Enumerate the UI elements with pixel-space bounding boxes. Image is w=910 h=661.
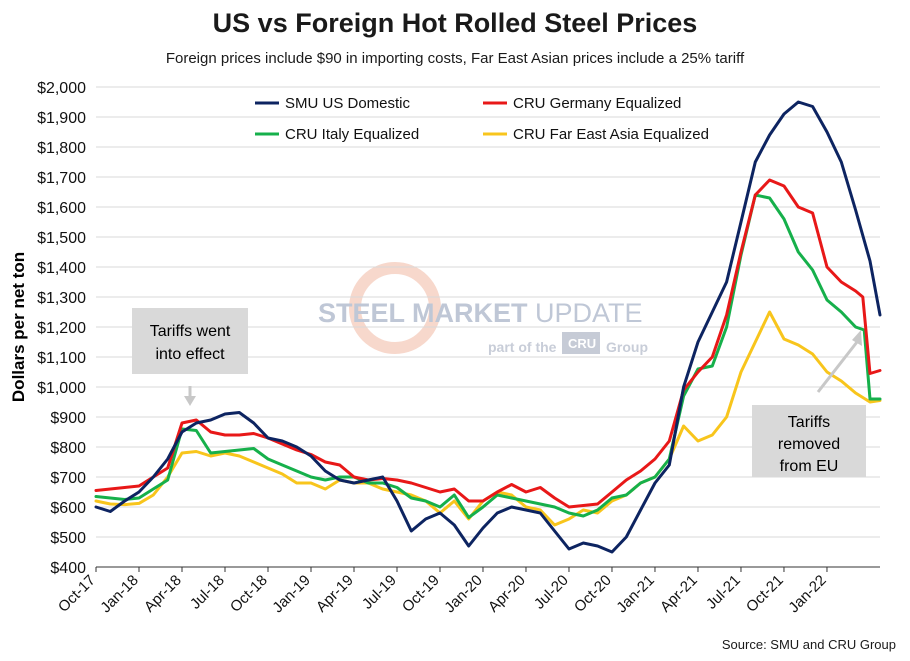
watermark-badge-text: CRU [568, 336, 596, 351]
x-tick-label: Oct-21 [743, 572, 787, 616]
legend-label: CRU Italy Equalized [285, 126, 419, 143]
x-tick-label: Apr-18 [141, 572, 185, 616]
series-line [94, 178, 882, 509]
x-tick-label: Jan-21 [613, 572, 657, 616]
y-tick-label: $1,700 [37, 170, 86, 187]
y-tick-label: $1,100 [37, 350, 86, 367]
annotation-line: Tariffs went [150, 323, 231, 340]
x-tick-label: Jan-20 [441, 572, 485, 616]
series-lines [94, 100, 882, 554]
y-tick-label: $1,000 [37, 380, 86, 397]
y-tick-label: $2,000 [37, 80, 86, 97]
chart-subtitle: Foreign prices include $90 in importing … [165, 50, 745, 67]
annotation-line: Tariffs [788, 414, 830, 431]
y-axis-label: Dollars per net ton [9, 252, 28, 402]
x-tick-label: Jul-20 [531, 572, 572, 613]
watermark-tagline-post: Group [606, 339, 648, 355]
y-tick-label: $800 [50, 440, 86, 457]
y-tick-label: $1,900 [37, 110, 86, 127]
annotation-line: removed [778, 436, 840, 453]
y-tick-label: $1,200 [37, 320, 86, 337]
chart-title: US vs Foreign Hot Rolled Steel Prices [212, 8, 698, 38]
legend-label: CRU Far East Asia Equalized [513, 126, 709, 143]
annotation-tariffs-removed: Tariffs removed from EU [752, 330, 866, 477]
watermark-tagline-pre: part of the [488, 339, 557, 355]
legend: SMU US Domestic CRU Germany Equalized CRU … [255, 95, 709, 143]
x-tick-label: Jan-19 [269, 572, 313, 616]
x-tick-label: Jul-19 [359, 572, 400, 613]
y-tick-label: $1,500 [37, 230, 86, 247]
y-tick-label: $1,300 [37, 290, 86, 307]
watermark-logo: STEEL MARKET UPDATE part of the CRU Grou… [318, 262, 648, 355]
source-note: Source: SMU and CRU Group [721, 637, 896, 652]
x-tick-label: Jul-21 [703, 572, 744, 613]
x-tick-label: Oct-18 [227, 572, 271, 616]
annotation-box [132, 308, 248, 374]
annotation-arrow [816, 341, 859, 393]
x-tick-label: Jan-18 [97, 572, 141, 616]
watermark-title: STEEL MARKET UPDATE [318, 298, 643, 328]
series-line [94, 193, 882, 519]
legend-label: CRU Germany Equalized [513, 95, 681, 112]
y-tick-label: $600 [50, 500, 86, 517]
y-tick-label: $1,800 [37, 140, 86, 157]
x-tick-label: Apr-21 [657, 572, 701, 616]
series-line [94, 100, 882, 554]
annotation-arrowhead [184, 396, 196, 406]
y-tick-label: $500 [50, 530, 86, 547]
y-tick-label: $700 [50, 470, 86, 487]
watermark-badge [562, 332, 600, 354]
x-tick-label: Oct-20 [571, 572, 615, 616]
x-tick-label: Oct-19 [399, 572, 443, 616]
annotation-line: from EU [780, 458, 839, 475]
x-tick-label: Oct-17 [55, 572, 99, 616]
annotation-arrowhead [852, 330, 862, 346]
x-tick-label: Jan-22 [785, 572, 829, 616]
annotation-tariffs-effect: Tariffs went into effect [132, 308, 248, 406]
x-tick-label: Apr-20 [485, 572, 529, 616]
x-tick-label: Jul-18 [187, 572, 228, 613]
y-tick-label: $400 [50, 560, 86, 577]
x-tick-label: Apr-19 [313, 572, 357, 616]
annotation-box [752, 405, 866, 477]
y-axis-ticks: $400 $500 $600 $700 $800 $900 $1,000 $1,100 $1,2… [37, 80, 86, 577]
y-tick-label: $1,400 [37, 260, 86, 277]
y-tick-label: $1,600 [37, 200, 86, 217]
legend-label: SMU US Domestic [285, 95, 411, 112]
y-tick-label: $900 [50, 410, 86, 427]
annotation-line: into effect [155, 346, 225, 363]
